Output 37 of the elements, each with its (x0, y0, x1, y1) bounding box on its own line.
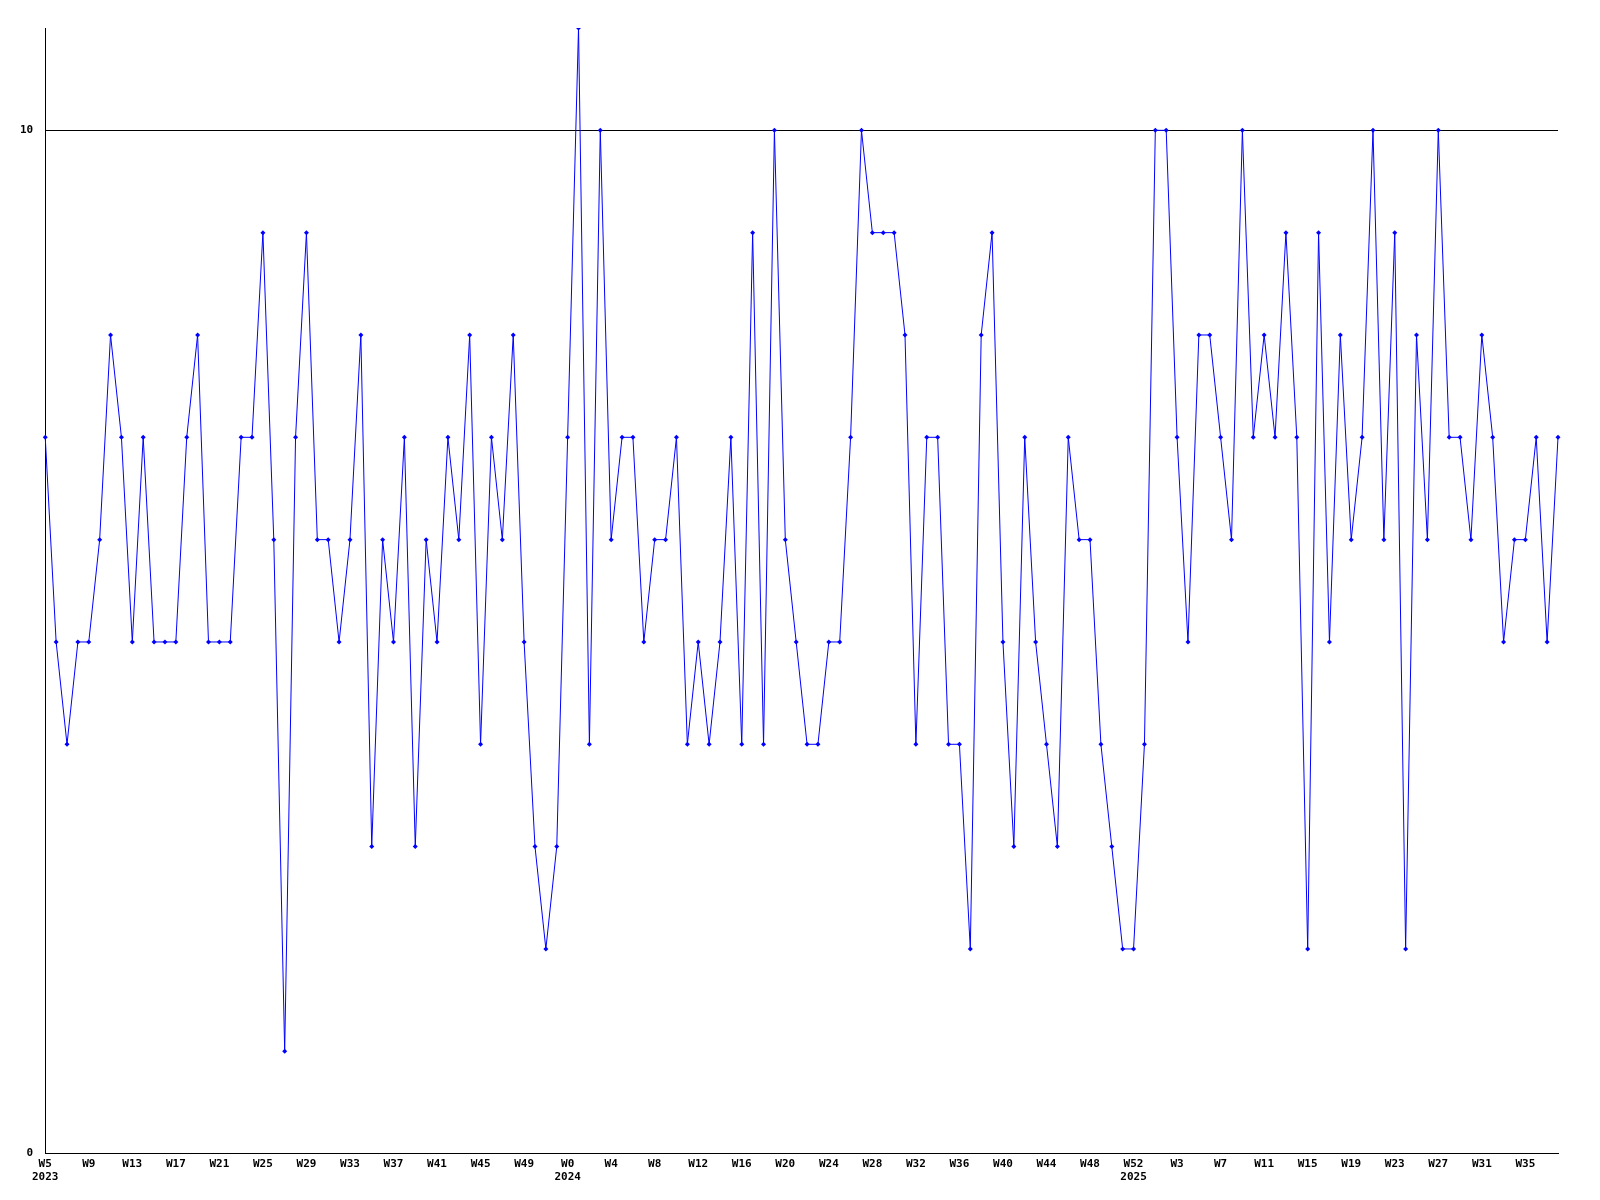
x-tick-label: W31 (1471, 1157, 1493, 1171)
x-tick-label: W23 (1384, 1157, 1405, 1171)
x-tick-label: W15 (1297, 1157, 1318, 1171)
x-tick-label: W20 (775, 1157, 796, 1171)
x-tick-label: W12 (688, 1157, 709, 1171)
x-tick-label: W36 (949, 1157, 970, 1171)
x-tick-label: W3 (1170, 1157, 1184, 1171)
x-tick-label: W0 2024 (554, 1157, 582, 1184)
x-tick-label: W11 (1254, 1157, 1275, 1171)
x-tick-label: W8 (648, 1157, 662, 1171)
x-tick-label: W5 2023 (32, 1157, 59, 1184)
x-tick-label: W17 (165, 1157, 186, 1171)
x-tick-label: W52 2025 (1120, 1157, 1147, 1184)
x-tick-label: W4 (604, 1157, 619, 1171)
y-tick-label: 10 (20, 123, 34, 137)
x-tick-label: W33 (340, 1157, 360, 1171)
x-tick-label: W21 (209, 1157, 230, 1171)
x-tick-label: W24 (818, 1157, 840, 1171)
x-tick-label: W37 (383, 1157, 404, 1171)
x-tick-label: W32 (905, 1157, 926, 1171)
x-tick-label: W28 (862, 1157, 883, 1171)
x-tick-label: W9 (82, 1157, 96, 1171)
x-tick-label: W19 (1341, 1157, 1362, 1171)
x-tick-label: W13 (122, 1157, 143, 1171)
x-tick-label: W16 (731, 1157, 753, 1171)
x-tick-label: W25 (252, 1157, 273, 1171)
x-tick-label: W41 (427, 1157, 448, 1171)
x-tick-label: W27 (1428, 1157, 1449, 1171)
x-tick-label: W7 (1214, 1157, 1228, 1171)
x-tick-label: W49 (514, 1157, 535, 1171)
x-tick-label: W35 (1515, 1157, 1536, 1171)
y-tick-label: 0 (26, 1146, 34, 1160)
x-tick-label: W44 (1036, 1157, 1057, 1171)
x-tick-label: W40 (993, 1157, 1013, 1171)
x-tick-label: W29 (296, 1157, 317, 1171)
x-tick-label: W48 (1080, 1157, 1100, 1171)
x-tick-label: W45 (470, 1157, 491, 1171)
